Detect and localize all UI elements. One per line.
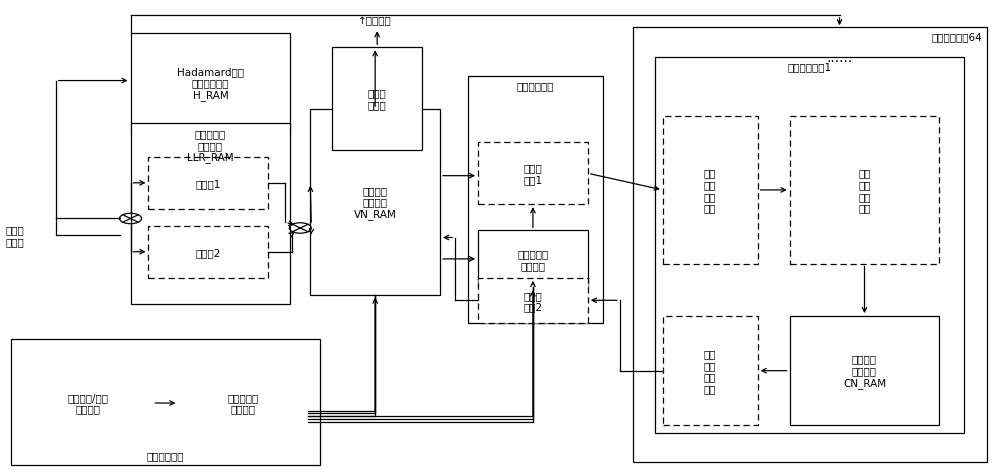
Text: 迭代层数/次数
控制单元: 迭代层数/次数 控制单元 (67, 392, 108, 414)
Bar (478, 231, 588, 288)
Bar (332, 48, 422, 150)
Text: Hadamard校验
信息存储单元
H_RAM: Hadamard校验 信息存储单元 H_RAM (177, 67, 244, 101)
Bar (790, 317, 939, 426)
Bar (478, 278, 588, 323)
Bar (131, 124, 290, 305)
Bar (148, 226, 268, 278)
Bar (310, 110, 440, 295)
Bar (148, 157, 268, 209)
Text: 信道
信息
更新
单元: 信道 信息 更新 单元 (704, 348, 716, 393)
Bar (790, 117, 939, 264)
Text: 循环移
位器2: 循环移 位器2 (523, 290, 543, 312)
Text: 缓存器1: 缓存器1 (196, 178, 221, 188)
Text: 层处理顺序
存储单元: 层处理顺序 存储单元 (228, 392, 259, 414)
Text: 消息更新单元64: 消息更新单元64 (932, 32, 982, 42)
Text: 缓存器2: 缓存器2 (196, 247, 221, 257)
Text: 译码判
决单元: 译码判 决单元 (368, 89, 387, 110)
Text: 信道输
入数据: 信道输 入数据 (6, 225, 24, 247)
Bar (478, 143, 588, 205)
Bar (633, 28, 987, 462)
Bar (663, 317, 758, 426)
Text: 变量
消息
更新
单元: 变量 消息 更新 单元 (704, 168, 716, 213)
Text: 循环移
位器1: 循环移 位器1 (523, 163, 543, 185)
Text: 信道软信息
输入单元
LLR_RAM: 信道软信息 输入单元 LLR_RAM (187, 129, 234, 163)
Text: 校验
消息
更新
单元: 校验 消息 更新 单元 (858, 168, 871, 213)
Bar (468, 77, 603, 323)
Text: 译码控制单元: 译码控制单元 (147, 450, 184, 460)
Text: 消息更新单元1: 消息更新单元1 (788, 62, 832, 72)
Bar (11, 339, 320, 465)
Text: 校验消息
存储单元
CN_RAM: 校验消息 存储单元 CN_RAM (843, 354, 886, 388)
Bar (178, 361, 308, 445)
Text: ↑译码输出: ↑译码输出 (358, 16, 392, 26)
Text: 循环移位单元: 循环移位单元 (517, 81, 554, 91)
Bar (131, 34, 290, 134)
Text: 判决信息
存储单元
VN_RAM: 判决信息 存储单元 VN_RAM (354, 185, 397, 219)
Bar (663, 117, 758, 264)
Bar (655, 58, 964, 433)
Text: 循环移位系
数存储器: 循环移位系 数存储器 (517, 248, 549, 270)
Bar (23, 361, 152, 445)
Text: ......: ...... (826, 50, 853, 65)
